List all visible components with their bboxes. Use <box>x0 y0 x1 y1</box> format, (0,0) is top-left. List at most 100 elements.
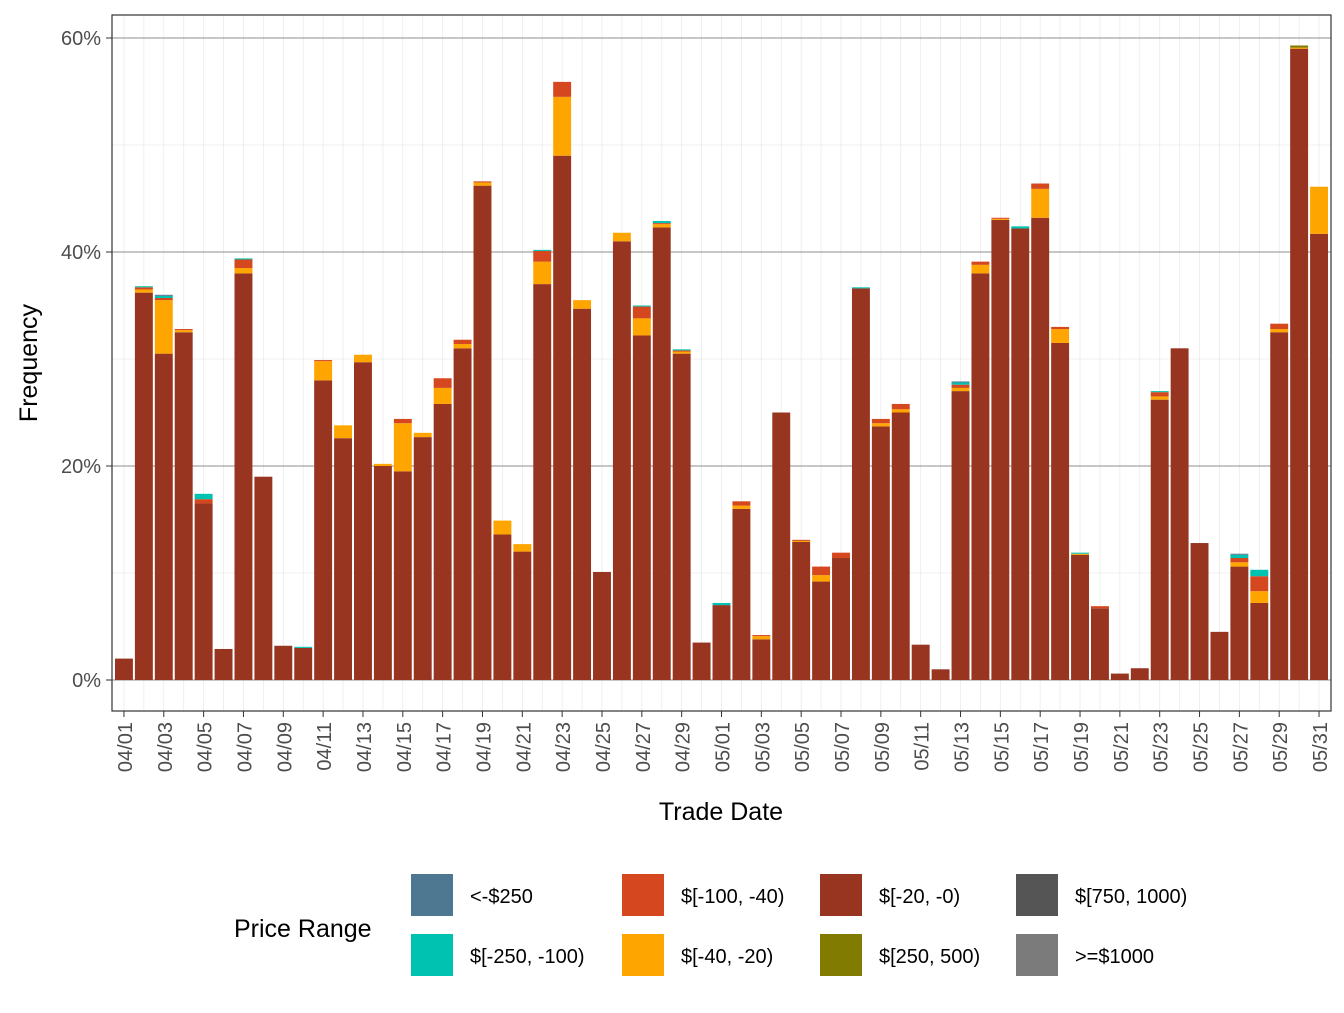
bar-segment <box>294 646 313 648</box>
bar-segment <box>274 645 293 680</box>
bar-segment <box>154 353 173 680</box>
x-tick-label: 04/15 <box>394 722 416 772</box>
bar-segment <box>134 292 153 680</box>
bar-segment <box>971 261 990 265</box>
x-tick-label: 05/05 <box>792 722 814 772</box>
bar-segment <box>652 224 671 228</box>
bar-segment <box>513 544 532 552</box>
bar-segment <box>712 602 731 606</box>
legend-title: Price Range <box>234 915 372 943</box>
bar-segment <box>1190 543 1209 680</box>
bar-segment <box>1210 631 1229 680</box>
bar-segment <box>712 605 731 680</box>
bar-segment <box>134 287 153 290</box>
bar-segment <box>314 360 333 362</box>
bar-segment <box>294 647 313 680</box>
bar-segment <box>991 217 1010 219</box>
bar-segment <box>453 344 472 349</box>
x-tick-label: 04/21 <box>513 722 535 772</box>
x-tick-label: 05/25 <box>1191 722 1213 772</box>
bar-segment <box>812 581 831 680</box>
bar-segment <box>1290 45 1309 48</box>
bar-segment <box>234 258 253 260</box>
y-axis-title: Frequency <box>15 303 43 422</box>
bar-segment <box>752 636 771 640</box>
bar-segment <box>732 508 751 680</box>
bar-segment <box>851 287 870 289</box>
bar-segment <box>473 185 492 680</box>
bar-segment <box>871 418 890 424</box>
bar-segment <box>413 432 432 438</box>
bar-segment <box>234 268 253 274</box>
bar-segment <box>214 648 233 680</box>
bar-segment <box>493 520 512 535</box>
bar-segment <box>1150 392 1169 397</box>
bar-segment <box>792 539 811 541</box>
bar-segment <box>991 218 1010 220</box>
bar-segment <box>1310 233 1329 680</box>
bar-segment <box>234 259 253 269</box>
bar-segment <box>194 493 213 500</box>
bar-segment <box>612 241 631 681</box>
bar-segment <box>354 362 372 680</box>
bar-segment <box>533 261 552 285</box>
bar-segment <box>871 423 890 427</box>
bar-segment <box>573 300 592 309</box>
bar-segment <box>1031 188 1050 218</box>
bar-segment <box>373 466 392 680</box>
legend-label: $[250, 500) <box>879 946 980 968</box>
bar-segment <box>1150 396 1169 400</box>
bar-segment <box>533 249 552 251</box>
bar-segment <box>1130 668 1149 680</box>
bar-segment <box>174 330 193 333</box>
bar-segment <box>1230 566 1249 680</box>
bar-segment <box>1110 673 1129 680</box>
bar-segment <box>473 182 492 186</box>
bar-segment <box>1051 329 1070 343</box>
bar-segment <box>652 223 671 225</box>
x-tick-label: 05/07 <box>832 722 854 772</box>
x-tick-label: 05/27 <box>1230 722 1252 772</box>
bar-segment <box>752 635 771 637</box>
bar-segment <box>373 463 392 466</box>
bar-segment <box>951 387 970 392</box>
bar-segment <box>1071 553 1089 555</box>
x-tick-label: 04/01 <box>115 722 137 772</box>
bar-segment <box>1270 323 1289 330</box>
legend-label: <-$250 <box>470 886 533 908</box>
bar-segment <box>732 505 751 509</box>
bar-segment <box>792 540 811 542</box>
bar-segment <box>951 391 970 680</box>
bar-segment <box>632 306 651 319</box>
bar-segment <box>553 81 572 97</box>
y-tick-label: 20% <box>61 456 101 478</box>
bar-segment <box>652 227 671 680</box>
bar-segment <box>672 351 691 354</box>
legend-label: $[-20, -0) <box>879 886 960 908</box>
x-tick-label: 04/25 <box>593 722 615 772</box>
bar-segment <box>732 501 751 506</box>
x-tick-label: 04/09 <box>274 722 296 772</box>
bar-segment <box>453 339 472 345</box>
bar-segment <box>632 305 651 307</box>
legend-key <box>411 874 453 916</box>
bar-segment <box>911 644 930 680</box>
bar-segment <box>1031 183 1050 189</box>
bar-segment <box>154 300 173 354</box>
legend-label: $[-100, -40) <box>681 886 784 908</box>
x-tick-label: 04/11 <box>314 722 336 771</box>
bar-segment <box>493 534 512 680</box>
x-tick-label: 05/23 <box>1151 722 1173 772</box>
legend-key <box>1016 874 1058 916</box>
bar-segment <box>533 250 552 262</box>
bar-segment <box>812 566 831 576</box>
bar-segment <box>433 403 452 680</box>
bar-segment <box>1310 186 1329 234</box>
x-tick-label: 04/23 <box>553 722 575 772</box>
bar-segment <box>652 220 671 224</box>
legend-key <box>1016 934 1058 976</box>
bar-segment <box>1250 591 1269 603</box>
x-tick-label: 04/05 <box>195 722 217 772</box>
bar-segment <box>254 476 273 680</box>
bar-segment <box>194 503 213 680</box>
